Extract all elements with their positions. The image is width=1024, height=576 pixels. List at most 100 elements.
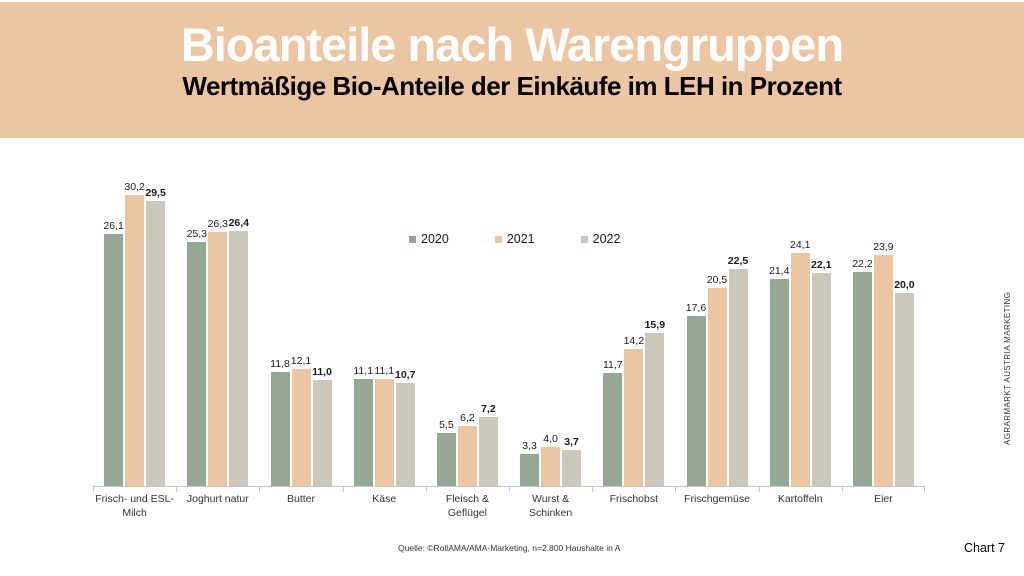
axis-tick <box>509 486 510 492</box>
bar-value-label: 22,1 <box>811 259 832 271</box>
bar-with-label: 26,1 <box>103 150 124 486</box>
bar-value-label: 11,1 <box>353 365 374 377</box>
bar-with-label: 11,0 <box>312 150 332 486</box>
axis-tick <box>759 486 760 492</box>
header-band: Bioanteile nach Warengruppen Wertmäßige … <box>0 2 1024 138</box>
bar-with-label: 14,2 <box>623 150 645 486</box>
category-label: Frisch- und ESL-Milch <box>95 493 174 519</box>
bar-2020 <box>270 372 290 486</box>
bar-with-label: 10,7 <box>395 150 415 486</box>
bar-2022 <box>811 273 831 486</box>
axis-tick <box>675 486 676 492</box>
bar-value-label: 14,2 <box>623 335 645 347</box>
bar-2020 <box>686 316 706 486</box>
axis-tick <box>426 486 427 492</box>
bar-with-label: 15,9 <box>644 150 666 486</box>
bar-value-label: 3,7 <box>564 436 579 448</box>
legend-label: 2020 <box>421 232 449 246</box>
legend-label: 2021 <box>506 232 535 246</box>
bar-with-label: 3,3 <box>520 150 540 486</box>
bar-group: 11,1 11,1 10,7 Käse <box>343 150 426 540</box>
bar-value-label: 26,3 <box>207 218 229 230</box>
bar-cluster: 21,4 24,1 22,1 <box>759 150 842 486</box>
bar-2022 <box>395 383 415 486</box>
bar-value-label: 15,9 <box>644 319 666 331</box>
bar-2020 <box>104 234 124 486</box>
bar-with-label: 20,5 <box>707 150 727 486</box>
bar-2021 <box>374 379 394 486</box>
bar-2020 <box>603 373 623 486</box>
bar-chart: 2020 2021 2022 26,1 30,2 29,5 Frisch- und ESL… <box>93 150 925 540</box>
bar-value-label: 22,5 <box>727 255 749 267</box>
category-label: Frischgemüse <box>684 493 750 505</box>
axis-tick <box>93 486 94 492</box>
axis-tick <box>842 486 843 492</box>
legend-swatch-2021 <box>494 235 502 243</box>
bar-value-label: 26,1 <box>103 220 124 232</box>
bar-2022 <box>562 450 582 486</box>
bar-group: 3,3 4,0 3,7 Wurst & Schinken <box>509 150 592 540</box>
bar-2022 <box>645 333 665 486</box>
category-label: Frischobst <box>609 493 659 505</box>
bar-with-label: 22,2 <box>852 150 873 486</box>
category-label: Wurst & Schinken <box>529 493 573 519</box>
page-subtitle: Wertmäßige Bio-Anteile der Einkäufe im L… <box>182 71 842 102</box>
bar-2022 <box>312 380 332 486</box>
bar-value-label: 12,1 <box>290 355 312 367</box>
bar-value-label: 30,2 <box>124 181 145 193</box>
bar-cluster: 5,5 6,2 7,2 <box>426 150 509 486</box>
bar-value-label: 25,3 <box>186 228 208 240</box>
bar-value-label: 21,4 <box>769 265 790 277</box>
bar-with-label: 6,2 <box>457 150 477 486</box>
bar-2021 <box>624 349 644 486</box>
bar-with-label: 24,1 <box>790 150 810 486</box>
bar-with-label: 30,2 <box>124 150 145 486</box>
bar-value-label: 22,2 <box>852 258 873 270</box>
chart-plot: 26,1 30,2 29,5 Frisch- und ESL-Milch 25,3 26,… <box>93 150 925 540</box>
bar-with-label: 21,4 <box>769 150 790 486</box>
bar-value-label: 3,3 <box>522 440 537 452</box>
legend-swatch-2022 <box>580 235 588 243</box>
bar-with-label: 23,9 <box>873 150 894 486</box>
bar-with-label: 5,5 <box>436 150 456 486</box>
bar-with-label: 26,4 <box>229 150 249 486</box>
bar-with-label: 22,1 <box>811 150 832 486</box>
bar-2022 <box>728 269 748 486</box>
bar-cluster: 11,1 11,1 10,7 <box>343 150 426 486</box>
bar-2021 <box>125 195 145 486</box>
bar-2020 <box>520 454 540 486</box>
bar-group: 21,4 24,1 22,1 Kartoffeln <box>759 150 842 540</box>
vertical-branding-text: AGRARMARKT AUSTRIA MARKETING <box>1003 291 1012 445</box>
bar-group: 5,5 6,2 7,2 Fleisch & Geflügel <box>426 150 509 540</box>
bar-cluster: 11,7 14,2 15,9 <box>592 150 675 486</box>
bar-group: 11,8 12,1 11,0 Butter <box>259 150 342 540</box>
bar-value-label: 20,0 <box>894 279 915 291</box>
axis-tick <box>924 486 925 492</box>
bar-with-label: 7,2 <box>478 150 498 486</box>
bar-value-label: 11,7 <box>602 359 623 371</box>
legend-swatch-2020 <box>409 235 416 243</box>
bar-cluster: 11,8 12,1 11,0 <box>259 150 342 486</box>
bar-2020 <box>353 379 373 486</box>
bar-value-label: 4,0 <box>543 433 558 445</box>
bar-value-label: 17,6 <box>685 302 707 314</box>
chart-number: Chart 7 <box>964 541 1005 555</box>
bar-value-label: 11,0 <box>312 366 332 378</box>
bar-cluster: 17,6 20,5 22,5 <box>675 150 758 486</box>
bar-2022 <box>894 293 914 486</box>
bar-with-label: 17,6 <box>685 150 707 486</box>
axis-tick <box>259 486 260 492</box>
chart-legend: 2020 2021 2022 <box>409 232 620 246</box>
bar-2021 <box>707 288 727 486</box>
bar-2020 <box>769 279 789 486</box>
bar-with-label: 4,0 <box>541 150 561 486</box>
bar-with-label: 11,1 <box>374 150 394 486</box>
category-label: Kartoffeln <box>777 493 823 505</box>
axis-tick <box>176 486 177 492</box>
bar-value-label: 6,2 <box>460 412 475 424</box>
bar-with-label: 11,1 <box>353 150 374 486</box>
axis-tick <box>592 486 593 492</box>
category-label: Butter <box>287 493 316 505</box>
bar-2021 <box>541 447 561 486</box>
bar-2020 <box>852 272 872 486</box>
